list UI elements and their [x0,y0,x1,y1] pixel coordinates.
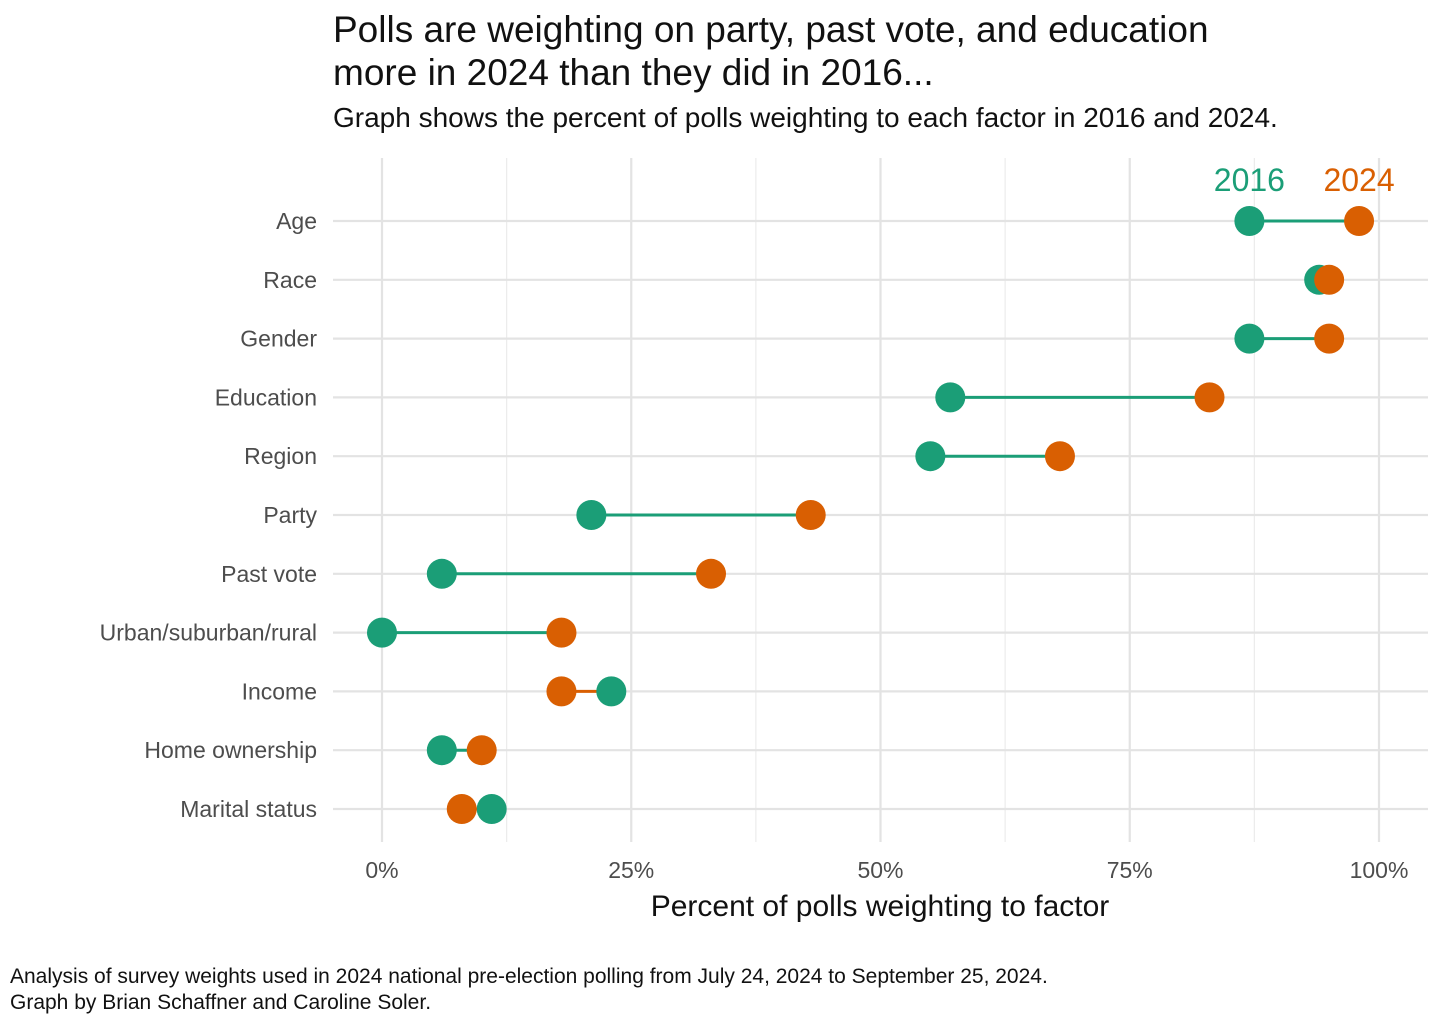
caption-line-2: Graph by Brian Schaffner and Caroline So… [10,991,432,1014]
point-2016 [426,735,457,766]
point-2016 [1234,206,1265,236]
point-2024 [466,735,497,766]
y-tick-label: Past vote [221,561,317,587]
point-2024 [1194,382,1225,413]
y-tick-label: Education [215,384,317,410]
chart-title-line-2: more in 2024 than they did in 2016... [333,52,934,93]
y-tick-label: Marital status [180,796,317,822]
y-tick-label: Region [244,443,317,469]
legend-label-2016: 2016 [1214,162,1285,198]
x-tick-label: 25% [608,857,654,883]
caption: Analysis of survey weights used in 2024 … [10,964,1048,1016]
y-tick-label: Race [263,267,317,293]
point-2024 [696,558,727,589]
x-axis-title: Percent of polls weighting to factor [651,890,1110,923]
point-2016 [426,558,457,589]
point-2024 [1344,206,1375,236]
y-tick-label: Income [242,678,317,704]
point-2016 [915,441,946,472]
y-tick-label: Urban/suburban/rural [100,620,317,646]
x-axis-labels: 0% 25% 50% 75% 100% [365,857,1408,883]
point-2016 [935,382,966,413]
y-tick-label: Gender [240,326,317,352]
grid [333,158,1428,842]
title-block: Polls are weighting on party, past vote,… [333,8,1278,134]
point-2016 [476,794,507,824]
y-axis-labels: Age Race Gender Education Region Party Past vo… [100,208,318,822]
legend: 2016 2024 [1214,162,1395,198]
point-2016 [1234,323,1265,354]
y-tick-label: Home ownership [144,737,317,763]
point-2024 [1314,264,1345,295]
x-tick-label: 75% [1107,857,1153,883]
point-2016 [576,500,607,530]
data-points [367,206,1375,824]
caption-line-1: Analysis of survey weights used in 2024 … [10,965,1048,988]
legend-label-2024: 2024 [1323,162,1394,198]
point-2024 [795,500,826,530]
point-2024 [546,617,577,648]
chart-subtitle: Graph shows the percent of polls weighti… [333,102,1278,133]
point-2024 [1314,323,1345,354]
point-2016 [367,617,397,648]
point-2024 [1044,441,1075,472]
x-tick-label: 100% [1350,857,1409,883]
chart-title-line-1: Polls are weighting on party, past vote,… [333,9,1209,50]
x-tick-label: 50% [857,857,903,883]
x-tick-label: 0% [365,857,398,883]
point-2016 [596,676,627,707]
y-tick-label: Party [263,502,317,528]
point-2024 [546,676,577,707]
y-tick-label: Age [276,208,317,234]
point-2024 [446,794,477,824]
